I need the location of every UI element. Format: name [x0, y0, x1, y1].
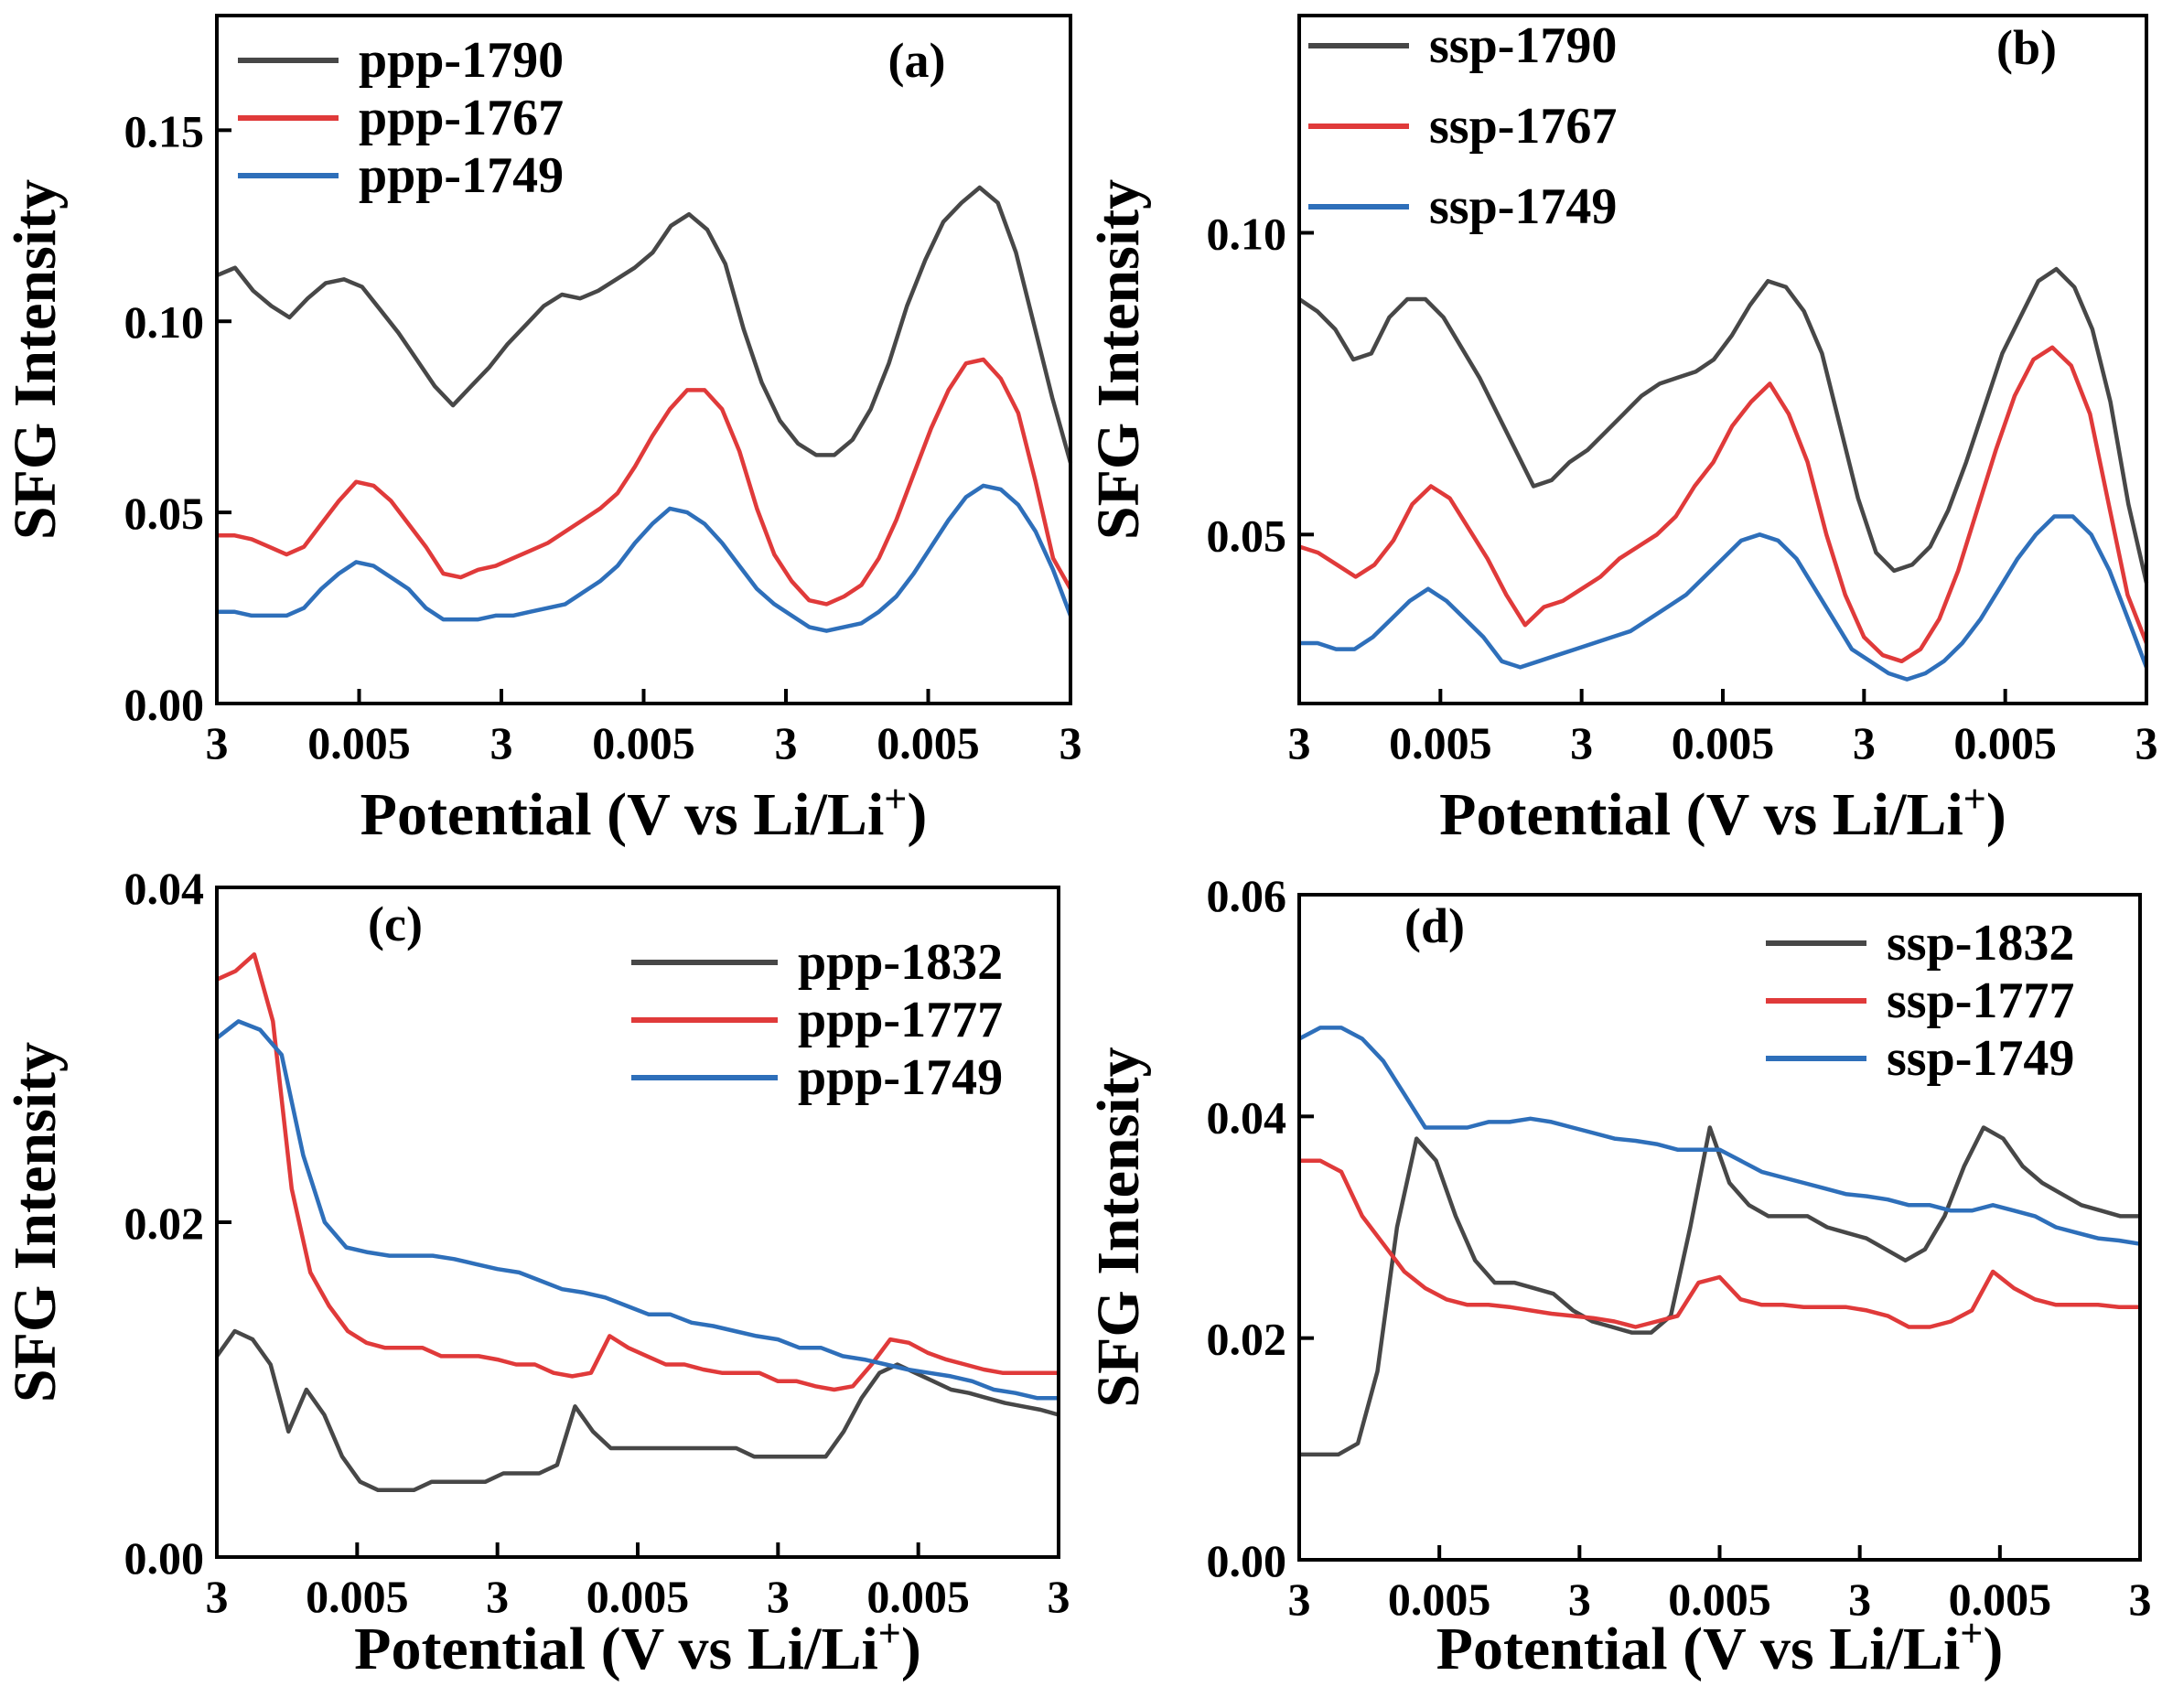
- x-tick-label: 0.005: [306, 1571, 409, 1622]
- x-tick-label: 3: [775, 717, 798, 768]
- legend-label: ssp-1777: [1887, 972, 2074, 1029]
- legend-label: ssp-1832: [1887, 915, 2074, 972]
- series-line-ppp-1832: [215, 1328, 1059, 1493]
- x-tick-label: 0.005: [1949, 1574, 2052, 1625]
- legend-label: ppp-1749: [359, 147, 564, 204]
- legend-label: ssp-1767: [1429, 98, 1617, 155]
- x-tick-label: 3: [767, 1571, 790, 1622]
- y-tick-label: 0.00: [124, 679, 205, 730]
- series-line-ssp-1790: [1297, 266, 2149, 584]
- x-tick-label: 0.005: [1389, 717, 1492, 768]
- x-tick-label: 3: [1848, 1574, 1871, 1625]
- legend-label: ppp-1767: [359, 90, 564, 146]
- y-tick-label: 0.10: [1207, 208, 1287, 259]
- legend-label: ppp-1777: [798, 992, 1003, 1048]
- x-tick-label: 3: [206, 717, 229, 768]
- y-tick-label: 0.00: [1207, 1535, 1287, 1586]
- x-axis-title-main: Potential (V vs Li/Li: [1436, 1616, 1961, 1682]
- x-axis-title-sup: +: [1963, 777, 1986, 822]
- x-tick-label: 0.005: [866, 1571, 970, 1622]
- legend-label: ppp-1749: [798, 1049, 1003, 1106]
- legend-label: ssp-1749: [1429, 178, 1617, 235]
- x-tick-label: 3: [1059, 717, 1082, 768]
- y-axis-title: SFG Intensity: [2, 1042, 69, 1402]
- x-tick-label: 3: [1048, 1571, 1070, 1622]
- x-axis-title-end: ): [1986, 781, 2006, 848]
- x-tick-label: 3: [1288, 717, 1311, 768]
- y-tick-label: 0.10: [124, 296, 205, 348]
- plot-frame: [1297, 14, 2148, 705]
- x-tick-label: 0.005: [307, 717, 411, 768]
- y-axis-title: SFG Intensity: [2, 179, 69, 540]
- x-axis-title-main: Potential (V vs Li/Li: [360, 781, 885, 848]
- x-tick-label: 0.005: [586, 1571, 690, 1622]
- y-tick-label: 0.06: [1207, 870, 1287, 921]
- panel-2: 0.05 0.10 3 0.005 3 0.005 3 0.005 3 Potential (V …: [1085, 14, 2158, 848]
- x-axis-title-sup: +: [884, 777, 907, 822]
- x-tick-label: 0.005: [877, 717, 980, 768]
- y-tick-label: 0.05: [124, 488, 205, 539]
- x-tick-label: 3: [490, 717, 513, 768]
- panel-label: (a): [888, 33, 946, 88]
- x-tick-label: 3: [2129, 1574, 2152, 1625]
- x-axis-title-end: ): [907, 781, 927, 848]
- x-axis-title-end: ): [901, 1616, 921, 1682]
- x-tick-label: 0.005: [1953, 717, 2057, 768]
- x-tick-label: 3: [1288, 1574, 1311, 1625]
- series-line-ssp-1777: [1299, 1158, 2140, 1329]
- legend-label: ssp-1790: [1429, 17, 1617, 74]
- x-axis-title: Potential (V vs Li/Li+): [354, 1611, 921, 1682]
- x-tick-label: 3: [486, 1571, 509, 1622]
- x-tick-label: 3: [206, 1571, 229, 1622]
- x-axis-title: Potential (V vs Li/Li+): [1436, 1611, 2004, 1682]
- panel-3: 0.000.020.043 0.005 3 0.005 3 0.005 3Potential…: [2, 863, 1070, 1682]
- legend-label: ppp-1832: [798, 934, 1003, 991]
- series-line-ppp-1749: [215, 1019, 1059, 1401]
- y-tick-label: 0.02: [1207, 1314, 1287, 1365]
- x-tick-label: 0.005: [592, 717, 695, 768]
- series-line-ssp-1749: [1299, 514, 2149, 682]
- x-axis-title-sup: +: [1960, 1611, 1983, 1656]
- x-tick-label: 0.005: [1668, 1574, 1771, 1625]
- y-tick-label: 0.02: [124, 1198, 205, 1249]
- series-line-ssp-1767: [1298, 345, 2149, 664]
- panel-label: (c): [368, 897, 423, 951]
- y-tick-label: 0.00: [124, 1532, 205, 1584]
- plot-frame: [215, 14, 1072, 705]
- x-tick-label: 3: [1568, 1574, 1591, 1625]
- y-tick-label: 0.05: [1207, 510, 1287, 561]
- legend-label: ppp-1790: [359, 32, 564, 89]
- y-axis-title: SFG Intensity: [1085, 179, 1152, 540]
- series-line-ssp-1749: [1297, 1026, 2141, 1246]
- legend-label: ssp-1749: [1887, 1030, 2074, 1087]
- x-tick-label: 0.005: [1672, 717, 1775, 768]
- panel-1: 0.00 0.05 0.10 0.15 3 0.005 3 0.005 3 0.005 3 Poten…: [2, 14, 1082, 848]
- x-tick-label: 3: [1570, 717, 1593, 768]
- series-line-ssp-1832: [1299, 1125, 2140, 1457]
- x-axis-title-main: Potential (V vs Li/Li: [354, 1616, 878, 1682]
- x-axis-title-main: Potential (V vs Li/Li: [1439, 781, 1963, 848]
- x-axis-title: Potential (V vs Li/Li+): [360, 777, 928, 848]
- panel-label: (d): [1404, 898, 1465, 953]
- x-tick-label: 3: [2135, 717, 2158, 768]
- series-line-ppp-1790: [216, 185, 1073, 464]
- series-line-ppp-1749: [217, 483, 1073, 633]
- x-axis-title: Potential (V vs Li/Li+): [1439, 777, 2006, 848]
- x-axis-title-sup: +: [878, 1611, 901, 1656]
- y-axis-title: SFG Intensity: [1085, 1047, 1152, 1407]
- x-axis-title-end: ): [1983, 1616, 2003, 1682]
- y-tick-label: 0.04: [124, 863, 205, 914]
- panel-4: 0.000.020.040.063 0.005 3 0.005 3 0.005 3Poten…: [1085, 870, 2152, 1682]
- series-line-ppp-1767: [217, 357, 1072, 607]
- panel-label: (b): [1996, 20, 2057, 75]
- x-tick-label: 0.005: [1388, 1574, 1491, 1625]
- x-tick-label: 3: [1853, 717, 1876, 768]
- series-line-ppp-1777: [216, 951, 1059, 1392]
- y-tick-label: 0.15: [124, 105, 205, 156]
- y-tick-label: 0.04: [1207, 1091, 1287, 1143]
